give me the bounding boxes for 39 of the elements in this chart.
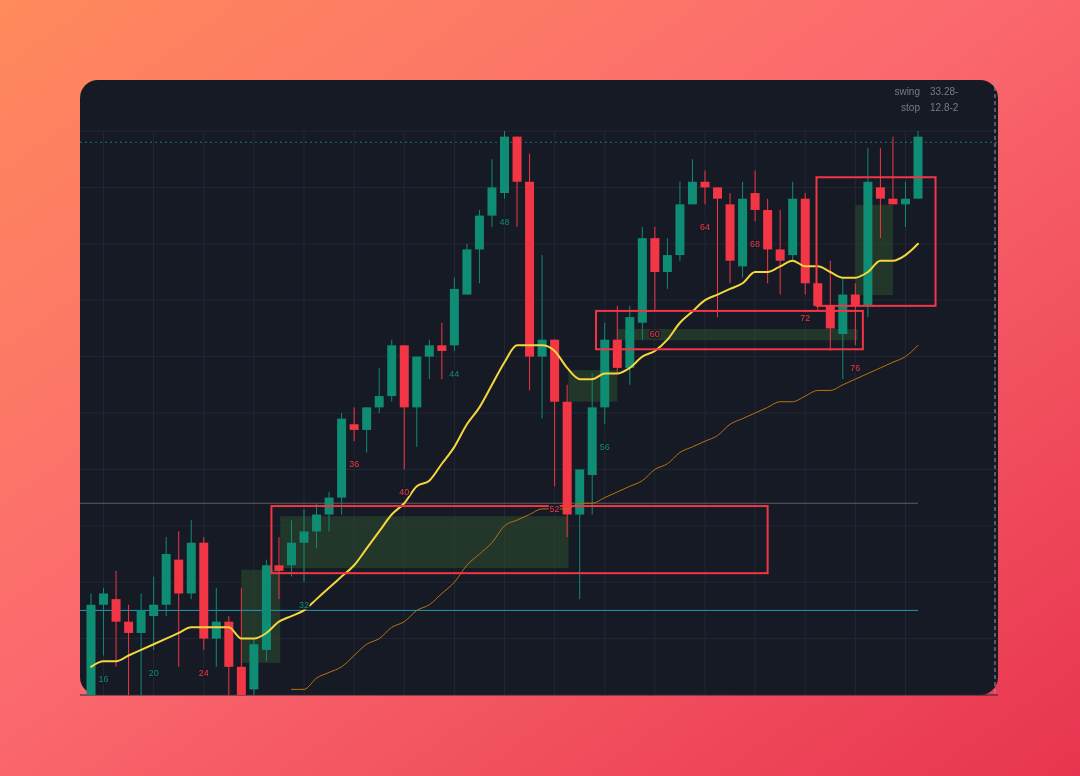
candlestick (875, 147, 885, 239)
text: 33.28- (930, 86, 959, 97)
candlestick (424, 339, 434, 380)
candlestick (374, 367, 384, 414)
candlestick (149, 576, 159, 651)
candlestick (286, 519, 296, 578)
x-tick-label: 72 (800, 312, 811, 323)
x-tick-label: 20 (148, 667, 159, 678)
x-tick-label: 36 (349, 459, 360, 470)
candlestick (362, 406, 372, 453)
candlestick (713, 186, 723, 318)
text: 12.8-2 (930, 102, 959, 113)
candlestick (111, 570, 121, 668)
candlestick (274, 536, 284, 600)
candlestick (124, 604, 134, 696)
candlestick (750, 169, 760, 222)
x-tick-label: 44 (449, 368, 460, 379)
x-tick-label: 24 (198, 667, 209, 678)
x-tick-label: 48 (499, 216, 510, 227)
candlestick (662, 237, 672, 290)
candlestick (687, 158, 697, 205)
x-tick-label: 64 (699, 222, 710, 233)
x-tick-label: 68 (750, 239, 761, 250)
candlestick (437, 322, 447, 380)
x-tick-label: 56 (599, 442, 610, 453)
x-tick-label: 60 (649, 329, 660, 340)
x-tick-label: 76 (850, 363, 861, 374)
x-tick-label: 16 (98, 673, 109, 684)
x-tick-label: 52 (549, 504, 560, 515)
candlestick (299, 508, 309, 583)
candlestick (312, 502, 322, 549)
candlestick (349, 406, 359, 442)
candlestick (136, 592, 146, 696)
text: swing (894, 86, 920, 97)
candlestick (775, 209, 785, 296)
x-tick-label: 32 (299, 600, 310, 611)
x-tick-label: 40 (399, 487, 410, 498)
text: stop (901, 102, 921, 113)
candlestick (99, 587, 109, 657)
